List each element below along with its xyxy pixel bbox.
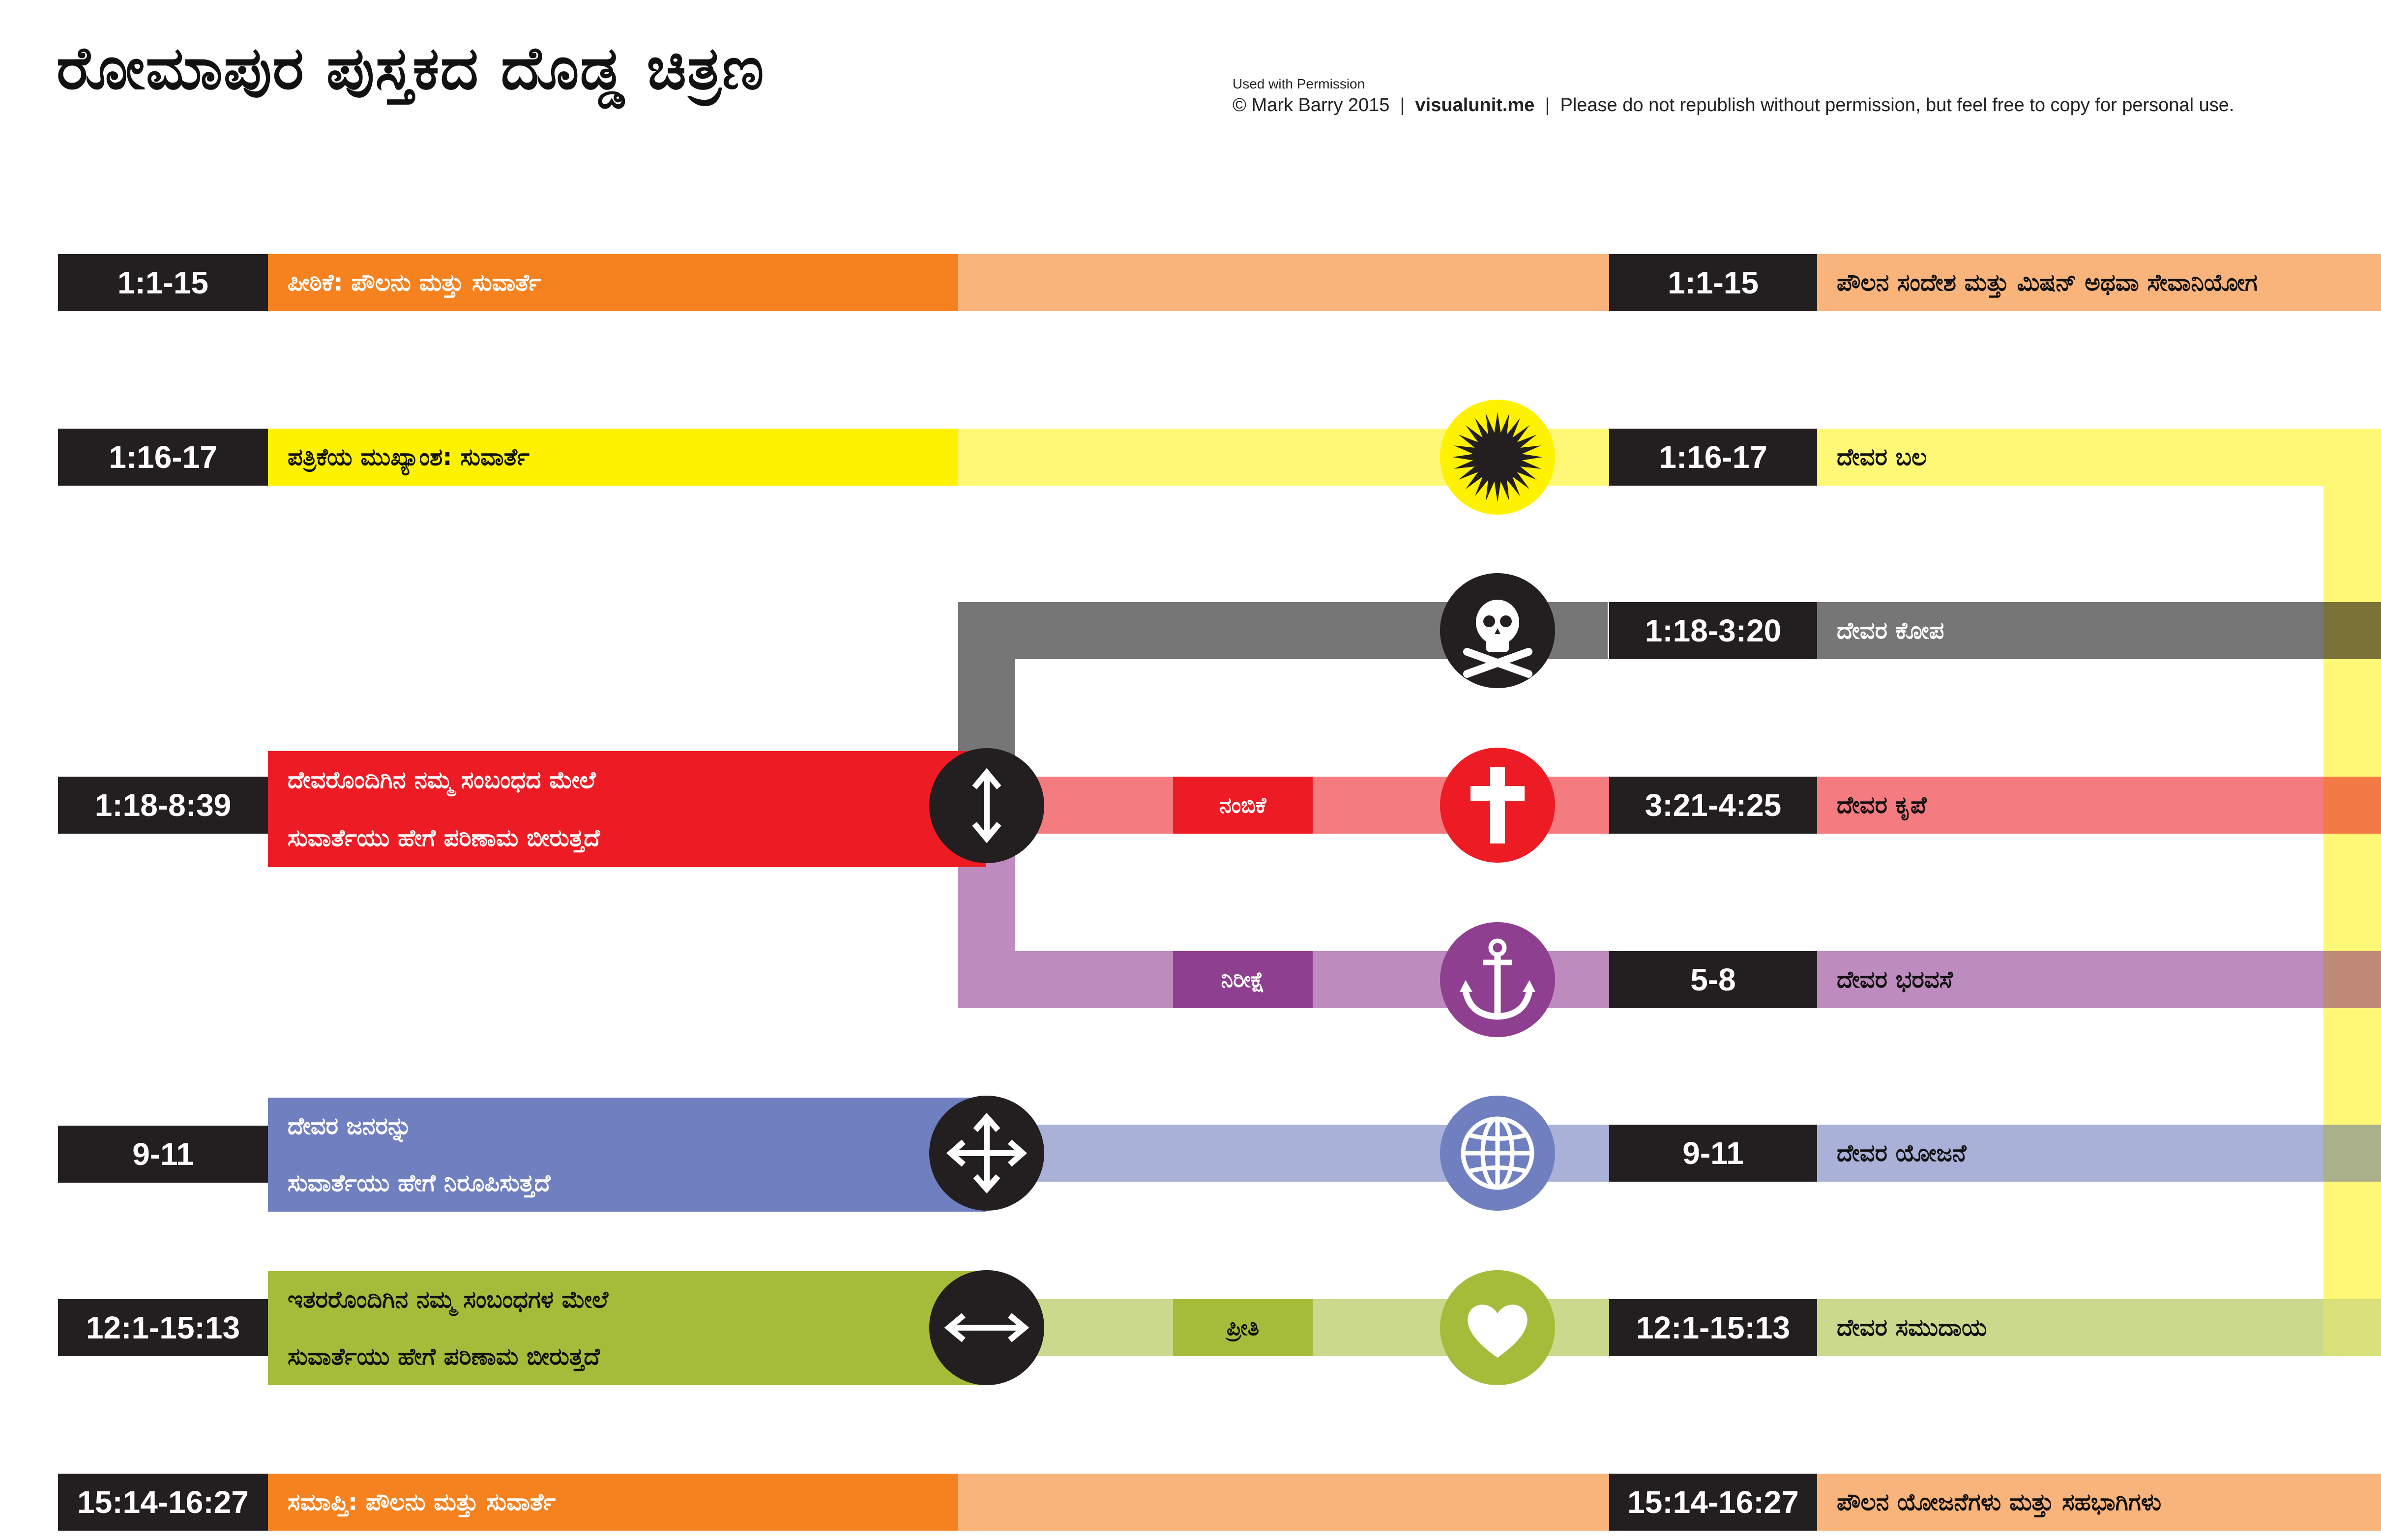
label-god-relationship: ದೇವರೊಂದಿಗಿನ ನಮ್ಮ ಸಂಬಂಧದ ಮೇಲೆ ಸುವಾರ್ತೆಯು …: [268, 751, 958, 867]
ref-left-1-16-17: 1:16-17: [58, 429, 268, 486]
label-others-line2: ಸುವಾರ್ತೆಯು ಹೇಗೆ ಪರಿಣಾಮ ಬೀರುತ್ತದೆ: [288, 1342, 600, 1370]
site-link[interactable]: visualunit.me: [1415, 95, 1535, 116]
overlap-gray: [2323, 602, 2381, 659]
vertical-arrow-icon: [929, 748, 1044, 863]
copyright-line: © Mark Barry 2015 | visualunit.me | Plea…: [1233, 95, 2234, 116]
copyright: © Mark Barry 2015: [1233, 95, 1390, 116]
ref-left-12-1-15-13: 12:1-15:13: [58, 1299, 268, 1356]
ref-left-1-18-8-39: 1:18-8:39: [58, 777, 268, 834]
faith-tag: ನಂಬಿಕೆ: [1173, 777, 1313, 834]
row-others-left-band: [268, 1271, 986, 1385]
label-people-line1: ದೇವರ ಜನರನ್ನು: [288, 1112, 412, 1140]
overlap-red: [2323, 777, 2381, 834]
label-people-line2: ಸುವಾರ್ತೆಯು ಹೇಗೆ ನಿರೂಪಿಸುತ್ತದೆ: [288, 1169, 551, 1197]
ref-right-15-14-16-27: 15:14-16:27: [1609, 1474, 1817, 1531]
row-people-left-band: [268, 1098, 986, 1212]
horizontal-arrow-icon: [929, 1270, 1044, 1385]
heart-icon: [1440, 1270, 1555, 1385]
label-right-plan: ದೇವರ ಯೋಜನೆ: [1837, 1139, 1967, 1167]
cross-icon: [1440, 748, 1555, 863]
row-god-left-band: [268, 751, 986, 867]
label-intro: ಪೀಠಿಕೆ: ಪೌಲನು ಮತ್ತು ಸುವಾರ್ತೆ: [288, 268, 541, 296]
ref-right-5-8: 5-8: [1609, 951, 1817, 1008]
ref-left-15-14-16-27: 15:14-16:27: [58, 1474, 268, 1531]
ref-right-3-21-4-25: 3:21-4:25: [1609, 777, 1817, 834]
label-right-promise: ದೇವರ ಭರವಸೆ: [1837, 965, 1953, 993]
row-theme-left-band: [268, 429, 958, 486]
row-conclusion-right-band: [1817, 1474, 2381, 1531]
globe-icon: [1440, 1096, 1555, 1211]
yellow-vertical-connector: [2323, 429, 2381, 1356]
permission-note: Used with Permission: [1233, 76, 1365, 91]
row-intro-right-band: [1817, 254, 2381, 311]
overlap-purple: [2323, 951, 2381, 1008]
notice: Please do not republish without permissi…: [1560, 95, 2234, 116]
label-right-community: ದೇವರ ಸಮುದಾಯ: [1837, 1313, 1987, 1341]
label-right-wrath: ದೇವರ ಕೋಪ: [1837, 616, 1944, 644]
four-way-arrow-icon: [929, 1096, 1044, 1211]
ref-left-1-1-15: 1:1-15: [58, 254, 268, 311]
ref-right-1-16-17: 1:16-17: [1609, 429, 1817, 486]
gray-right-band: [1817, 602, 2381, 659]
label-conclusion: ಸಮಾಪ್ತಿ: ಪೌಲನು ಮತ್ತು ಸುವಾರ್ತೆ: [288, 1488, 556, 1516]
label-right-grace: ದೇವರ ಕೃಪೆ: [1837, 791, 1927, 819]
row-intro-mid-band: [958, 254, 1609, 311]
row-intro-left-band: [268, 254, 958, 311]
page-title: ರೋಮಾಪುರ ಪುಸ್ತಕದ ದೊಡ್ಡ ಚಿತ್ರಣ: [57, 34, 765, 103]
love-tag: ಪ್ರೀತಿ: [1173, 1299, 1313, 1356]
hope-tag: ನಿರೀಕ್ಷೆ: [1173, 951, 1313, 1008]
skull-crossbones-icon: [1440, 573, 1555, 688]
row-conclusion-mid-band: [958, 1474, 1609, 1531]
label-others-relationship: ಇತರರೊಂದಿಗಿನ ನಮ್ಮ ಸಂಬಂಧಗಳ ಮೇಲೆ ಸುವಾರ್ತೆಯು…: [268, 1271, 958, 1385]
ref-right-1-18-3-20: 1:18-3:20: [1609, 602, 1817, 659]
label-others-line1: ಇತರರೊಂದಿಗಿನ ನಮ್ಮ ಸಂಬಂಧಗಳ ಮೇಲೆ: [288, 1285, 609, 1313]
label-god-line1: ದೇವರೊಂದಿಗಿನ ನಮ್ಮ ಸಂಬಂಧದ ಮೇಲೆ: [288, 766, 596, 794]
label-right-plans: ಪೌಲನ ಯೋಜನೆಗಳು ಮತ್ತು ಸಹಭಾಗಿಗಳು: [1837, 1488, 2162, 1516]
sunburst-icon: [1440, 400, 1555, 515]
label-theme: ಪತ್ರಿಕೆಯ ಮುಖ್ಯಾಂಶ: ಸುವಾರ್ತೆ: [288, 443, 529, 471]
anchor-icon: [1440, 922, 1555, 1037]
yellow-top-connector: [1817, 429, 2381, 486]
ref-right-1-1-15: 1:1-15: [1609, 254, 1817, 311]
ref-left-9-11: 9-11: [58, 1126, 268, 1183]
label-right-intro: ಪೌಲನ ಸಂದೇಶ ಮತ್ತು ಮಿಷನ್ ಅಥವಾ ಸೇವಾನಿಯೋಗ: [1837, 268, 2258, 296]
ref-right-9-11: 9-11: [1609, 1125, 1817, 1182]
overlap-blue: [2323, 1125, 2381, 1182]
row-conclusion-left-band: [268, 1474, 958, 1531]
label-gods-people: ದೇವರ ಜನರನ್ನು ಸುವಾರ್ತೆಯು ಹೇಗೆ ನಿರೂಪಿಸುತ್ತ…: [268, 1098, 958, 1212]
ref-right-12-1-15-13: 12:1-15:13: [1609, 1299, 1817, 1356]
overlap-green: [2323, 1299, 2381, 1356]
label-god-line2: ಸುವಾರ್ತೆಯು ಹೇಗೆ ಪರಿಣಾಮ ಬೀರುತ್ತದೆ: [288, 824, 600, 852]
label-right-power: ದೇವರ ಬಲ: [1837, 443, 1927, 471]
